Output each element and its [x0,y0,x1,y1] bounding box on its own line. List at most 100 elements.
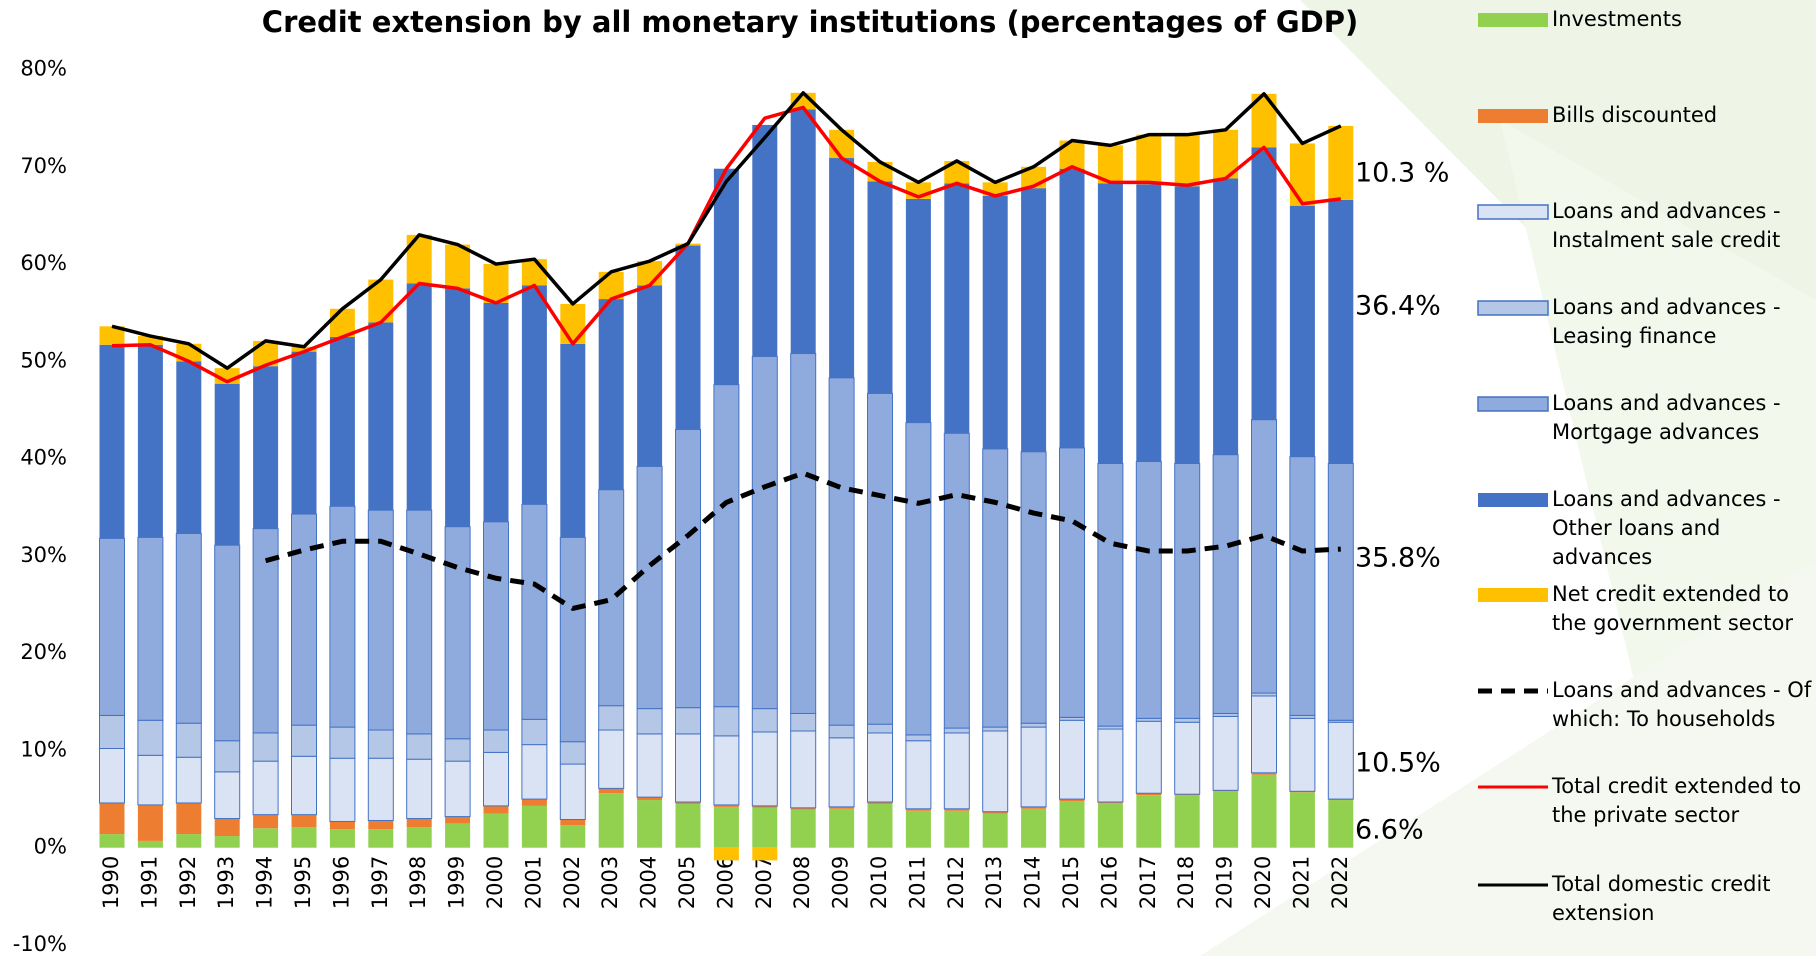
bar-segment [521,503,548,720]
bar-segment [214,836,240,848]
bar-segment [867,802,893,804]
bar-segment [867,392,893,725]
bar-segment [176,834,202,848]
bar-segment [329,337,355,507]
bar-segment [483,302,509,522]
bar-segment [752,124,778,357]
bar-segment [560,303,586,344]
bar-segment [982,726,1009,732]
bar-segment [982,730,1009,813]
legend-symbol [1478,588,1548,602]
bar-segment [253,828,279,848]
bar-segment [176,361,202,534]
legend-symbol [1478,493,1548,507]
bar-segment [291,755,317,816]
bar-segment [829,806,855,809]
bar-segment [1251,419,1277,694]
bar-segment [1097,462,1124,727]
bar-segment [214,771,241,820]
legend-label: Loans and advances - Mortgage advances [1552,391,1781,444]
bar-segment [176,802,202,835]
bar-segment [867,732,893,803]
bar-segment [905,198,931,423]
bar-segment [1251,774,1277,848]
bar-segment [99,834,125,848]
bar-segment [99,747,125,804]
y-tick-label: -10% [13,932,67,956]
bar-segment [1174,717,1201,723]
bar-segment [867,181,893,394]
bar-segment [828,377,855,726]
bar-segment [175,722,202,758]
bar-segment [483,264,509,303]
bar-segment [1328,125,1354,200]
bar-segment [329,829,355,848]
bar-segment [713,847,739,861]
bar-segment [1135,720,1162,794]
bar-segment [790,109,816,354]
bar-segment [368,322,394,511]
bar-segment [214,818,240,837]
bar-segment [829,808,855,848]
bar-segment [367,509,394,731]
bar-segment [368,820,394,830]
bar-segment [521,744,548,800]
bar-segment [790,712,817,732]
bar-segment [1213,791,1239,848]
x-tick-label: 1990 [99,856,123,909]
bar-segment [483,521,509,731]
bar-segment [1289,456,1316,716]
bar-segment [1059,168,1085,448]
x-tick-label: 2014 [1021,856,1045,909]
bar-segment [445,816,471,824]
bar-segment [828,737,855,808]
bar-segment [1059,799,1085,802]
bar-segment [713,806,739,848]
bar-segment [521,718,548,746]
y-tick-label: 0% [34,835,67,859]
bar-segment [1059,801,1085,848]
y-tick-label: 10% [20,737,67,761]
bar-segment [368,829,394,848]
bar-segment [1212,454,1239,714]
legend-label: Total domestic credit extension [1552,872,1771,925]
bar-segment [1289,143,1315,206]
legend-label: Loans and advances - Other loans and adv… [1552,487,1781,569]
bar-segment [982,811,1008,814]
bar-segment [175,533,202,724]
x-tick-label: 1993 [214,856,238,909]
background-shape [1200,560,1816,956]
bar-segment [713,384,740,708]
legend-label: Loans and advances - Instalment sale cre… [1552,199,1781,252]
bar-segment [598,705,625,731]
bar-segment [598,489,625,707]
x-tick-label: 2013 [982,856,1006,909]
bar-segment [1327,721,1354,800]
line-series [264,470,1341,611]
bar-segment [483,813,509,848]
y-tick-label: 20% [20,640,67,664]
x-tick-label: 2006 [713,856,737,909]
x-tick-label: 2019 [1213,856,1237,909]
bar-segment [137,344,163,538]
bar-segment [905,422,932,736]
bar-segment [752,805,778,808]
bar-segment [483,751,509,807]
x-tick-label: 1994 [253,856,277,909]
bar-segment [751,355,778,710]
bar-segment [444,760,471,818]
bar-segment [943,732,970,810]
legend-label: Total credit extended to the private sec… [1552,774,1802,827]
y-tick-label: 70% [20,154,67,178]
bar-segment [253,814,279,829]
bar-segment [1097,728,1124,803]
bar-segment [905,810,931,848]
bar-segment [636,708,663,735]
bar-segment [1020,726,1047,808]
bar-segment [560,825,586,848]
bar-segment [367,757,394,821]
bar-segment [905,734,932,742]
bar-segment [1328,800,1354,848]
x-tick-label: 2016 [1097,856,1121,909]
